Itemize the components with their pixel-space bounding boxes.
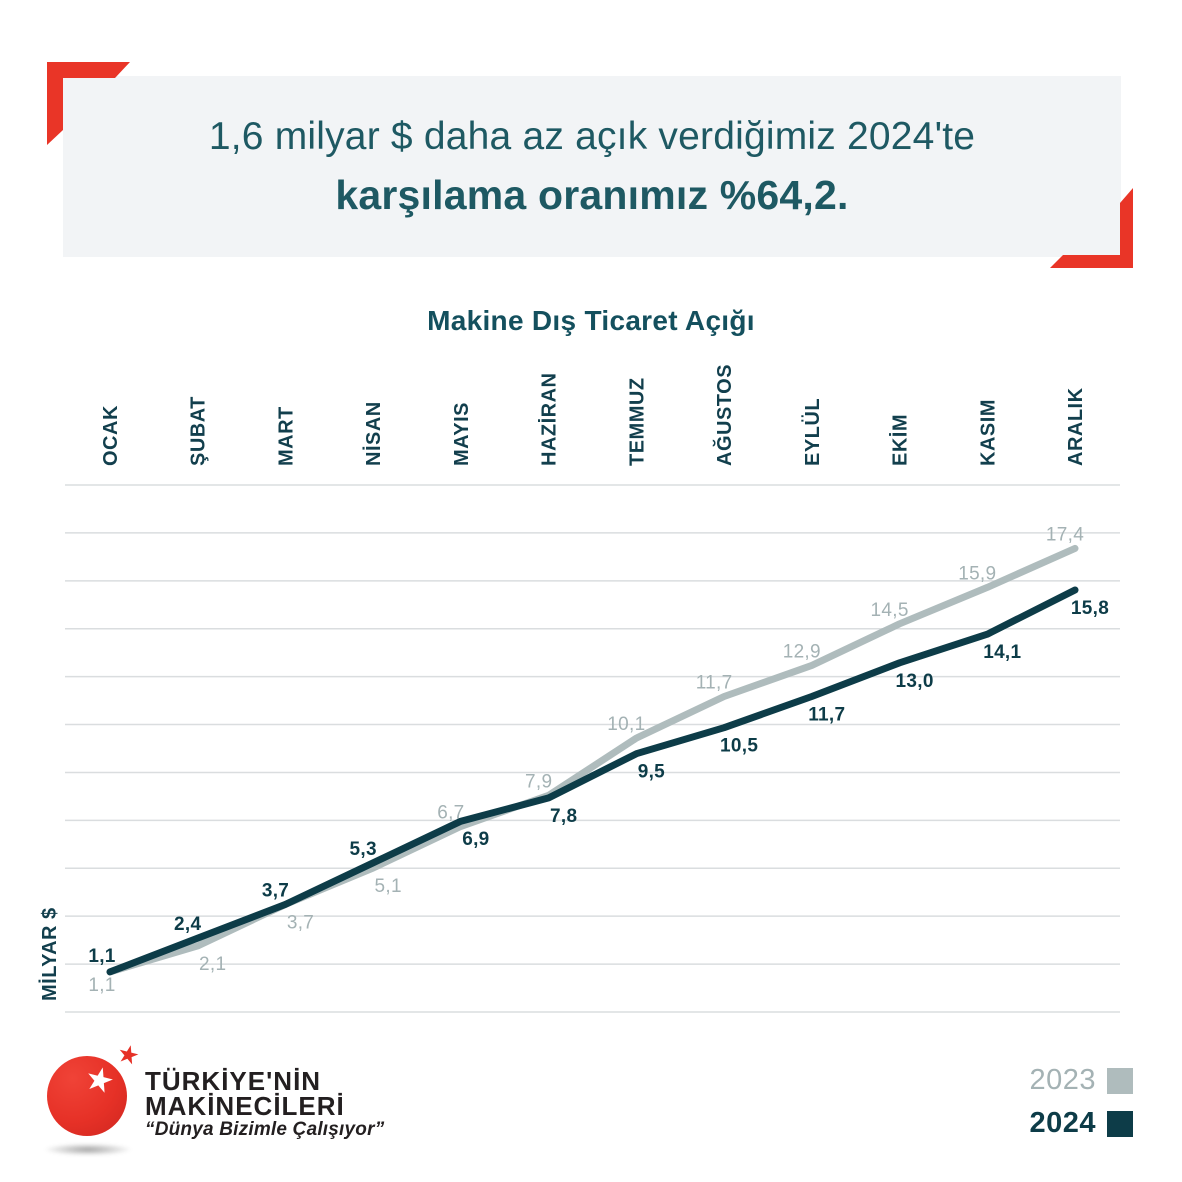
value-label-2024-ocak: 1,1 <box>88 946 115 967</box>
logo-name-line-2: MAKİNECİLERİ <box>145 1091 345 1121</box>
logo-shadow <box>42 1143 134 1156</box>
value-label-2024-temmuz: 9,5 <box>638 762 665 783</box>
legend-swatch-2024 <box>1107 1110 1133 1137</box>
month-label-eylül: EYLÜL <box>801 398 824 466</box>
month-label-ocak: OCAK <box>100 405 122 466</box>
legend-item-2024: 2024 <box>1029 1107 1133 1140</box>
month-label-kasim: KASIM <box>977 399 999 466</box>
value-label-2023-eylül: 12,9 <box>783 641 821 662</box>
value-label-2023-hazi̇ran: 7,9 <box>525 771 552 792</box>
value-label-2023-temmuz: 10,1 <box>607 714 645 735</box>
value-label-2023-ni̇san: 5,1 <box>375 876 402 897</box>
legend-item-2023: 2023 <box>1029 1064 1133 1097</box>
y-axis-label: MİLYAR $ <box>38 907 61 1001</box>
value-label-2024-eylül: 11,7 <box>808 705 845 726</box>
value-label-2024-aralik: 15,8 <box>1071 598 1109 619</box>
month-label-aralik: ARALIK <box>1065 387 1087 466</box>
month-label-hazi̇ran: HAZİRAN <box>538 373 561 467</box>
logo-name-line-1: TÜRKİYE'NİN <box>145 1066 322 1096</box>
corner-accent-top-left-icon <box>47 62 130 145</box>
value-label-2024-ağustos: 10,5 <box>720 736 758 757</box>
value-label-2024-mart: 3,7 <box>262 880 289 901</box>
month-label-ağustos: AĞUSTOS <box>712 364 736 466</box>
logo-tagline: “Dünya Bizimle Çalışıyor” <box>145 1119 385 1140</box>
legend-label-2023: 2023 <box>1029 1064 1096 1096</box>
header-line-2: karşılama oranımız %64,2. <box>335 171 849 218</box>
series-line-2023 <box>106 544 1079 976</box>
value-label-2023-eki̇m: 14,5 <box>871 600 909 621</box>
value-label-2023-ağustos: 11,7 <box>696 673 733 694</box>
month-label-temmuz: TEMMUZ <box>626 377 648 466</box>
logo-red-ball <box>47 1056 127 1136</box>
month-label-mart: MART <box>275 406 297 466</box>
value-label-2024-hazi̇ran: 7,8 <box>550 806 577 827</box>
value-label-2023-mayis: 6,7 <box>437 802 464 823</box>
value-label-2023-aralik: 17,4 <box>1046 524 1084 545</box>
month-label-eki̇m: EKİM <box>889 414 912 466</box>
value-label-2024-kasim: 14,1 <box>983 642 1021 663</box>
value-label-2023-kasim: 15,9 <box>958 563 996 584</box>
chart-title: Makine Dış Ticaret Açığı <box>427 305 755 336</box>
header-banner: 1,6 milyar $ daha az açık verdiğimiz 202… <box>63 76 1121 257</box>
month-label-şubat: ŞUBAT <box>188 396 210 466</box>
legend-label-2024: 2024 <box>1029 1107 1096 1139</box>
month-label-ni̇san: NİSAN <box>362 401 385 466</box>
header-line-1: 1,6 milyar $ daha az açık verdiğimiz 202… <box>208 114 976 158</box>
value-label-2023-mart: 3,7 <box>287 912 314 933</box>
corner-accent-bottom-right-icon <box>1050 188 1133 268</box>
value-label-2023-şubat: 2,1 <box>199 954 226 975</box>
value-label-2024-mayis: 6,9 <box>462 829 489 850</box>
value-label-2024-eki̇m: 13,0 <box>896 671 934 692</box>
value-label-2024-ni̇san: 5,3 <box>350 839 377 860</box>
value-label-2024-şubat: 2,4 <box>174 914 201 935</box>
value-label-2023-ocak: 1,1 <box>88 975 115 996</box>
legend-swatch-2023 <box>1107 1067 1133 1094</box>
month-label-mayis: MAYIS <box>451 402 473 466</box>
series-line-2024 <box>106 586 1079 976</box>
